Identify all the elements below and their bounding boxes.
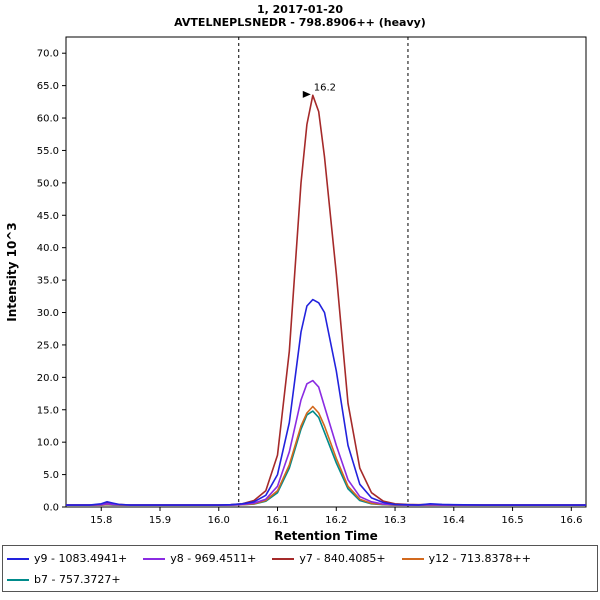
y-tick-label: 30.0 [37,308,59,319]
y-tick-label: 15.0 [37,405,59,416]
legend-line-swatch-icon [143,557,166,560]
legend-line-swatch-icon [7,557,29,560]
y-tick-label: 65.0 [37,81,59,92]
legend-line-swatch-icon [401,557,424,560]
x-tick-label: 16.2 [325,515,347,526]
y-tick-label: 70.0 [37,49,59,60]
peak-arrow-icon [302,90,311,98]
legend-label: y9 - 1083.4941+ [34,552,128,565]
x-tick-label: 16.1 [266,515,288,526]
legend-line-swatch-icon [272,557,295,560]
legend-item-y12: y12 - 713.8378++ [401,552,531,565]
peak-rt-annotation: 16.2 [314,82,336,93]
x-tick-label: 16.3 [384,515,406,526]
y-tick-label: 10.0 [37,438,59,449]
legend-label: y8 - 969.4511+ [170,552,257,565]
y-tick-label: 45.0 [37,211,59,222]
y-axis: 0.0 5.0 10.0 15.0 20.0 25.0 30.0 35.0 40.0 45.0 50… [37,49,66,514]
chart-header: 1, 2017-01-20 AVTELNEPLSNEDR - 798.8906+… [0,0,600,29]
y-tick-label: 50.0 [37,178,59,189]
x-tick-label: 15.8 [90,515,112,526]
legend: y9 - 1083.4941+ y8 - 969.4511+ y7 - 840.40… [2,545,598,592]
x-tick-label: 16.0 [208,515,230,526]
legend-label: y7 - 840.4085+ [299,552,386,565]
y-tick-label: 5.0 [43,470,59,481]
legend-row: y9 - 1083.4941+ y8 - 969.4511+ y7 - 840.40… [7,548,593,569]
y-tick-label: 35.0 [37,276,59,287]
y-tick-label: 40.0 [37,243,59,254]
y-tick-label: 25.0 [37,340,59,351]
y-tick-label: 55.0 [37,146,59,157]
y-tick-label: 60.0 [37,114,59,125]
series-line-y9 [66,298,586,506]
legend-item-y9: y9 - 1083.4941+ [7,552,127,565]
x-tick-label: 15.9 [149,515,171,526]
series-group [66,94,586,506]
x-tick-label: 16.5 [501,515,523,526]
legend-item-y7: y7 - 840.4085+ [272,552,386,565]
peptide-title: AVTELNEPLSNEDR - 798.8906++ (heavy) [174,16,426,29]
legend-line-swatch-icon [7,578,29,581]
legend-label: y12 - 713.8378++ [428,552,531,565]
legend-item-y8: y8 - 969.4511+ [143,552,256,565]
replicate-title: 1, 2017-01-20 [256,3,344,16]
y-tick-label: 20.0 [37,373,59,384]
y-axis-label: Intensity 10^3 [5,222,19,322]
x-axis-label: Retention Time [274,529,378,543]
x-tick-label: 16.4 [443,515,465,526]
legend-item-b7: b7 - 757.3727+ [7,573,121,586]
legend-row: b7 - 757.3727+ [7,569,593,590]
chromatogram-chart[interactable]: 0.0 5.0 10.0 15.0 20.0 25.0 30.0 35.0 40.0 45.0 50… [0,29,600,544]
x-axis: 15.8 15.9 16.0 16.1 16.2 16.3 16.4 16.5 16.6 [90,507,582,526]
legend-label: b7 - 757.3727+ [34,573,121,586]
x-tick-label: 16.6 [560,515,582,526]
y-tick-label: 0.0 [43,503,59,514]
